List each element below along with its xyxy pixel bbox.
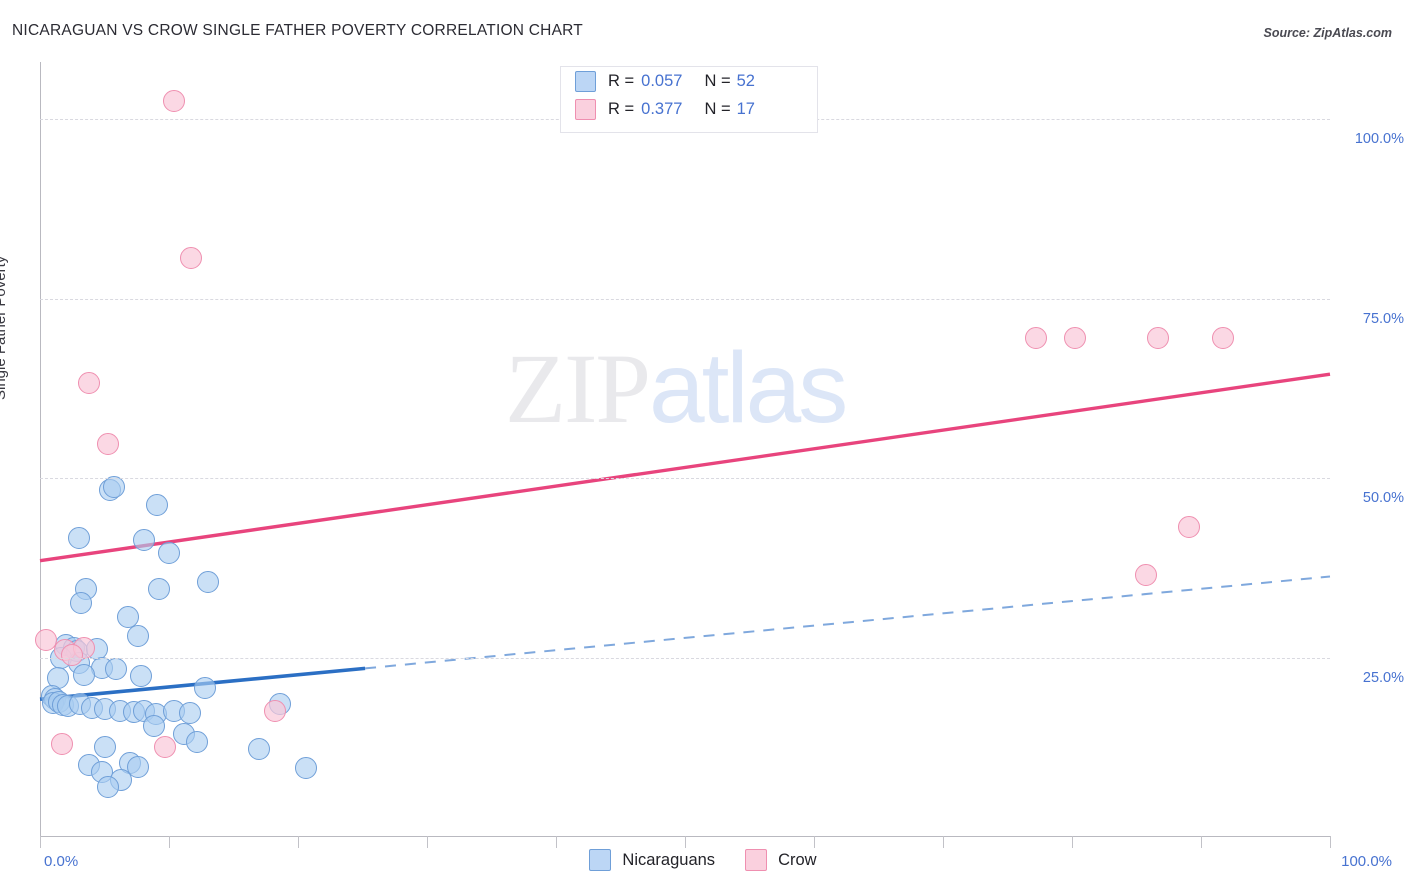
data-point-nicaraguans[interactable]	[248, 738, 271, 761]
plot-area: ZIPatlas	[35, 62, 1331, 837]
data-point-nicaraguans[interactable]	[127, 756, 150, 779]
series-swatch-crow-icon	[745, 849, 768, 871]
x-axis-tick	[556, 836, 557, 848]
data-point-crow[interactable]	[1024, 327, 1047, 350]
data-point-nicaraguans[interactable]	[178, 701, 201, 724]
data-point-crow[interactable]	[50, 732, 73, 755]
data-point-nicaraguans[interactable]	[67, 526, 90, 549]
data-point-crow[interactable]	[61, 644, 84, 667]
data-point-crow[interactable]	[1134, 564, 1157, 587]
data-point-crow[interactable]	[78, 371, 101, 394]
r-label-crow: R =	[608, 99, 635, 118]
y-axis-title: Single Father Poverty	[0, 255, 9, 400]
x-axis-max-label: 100.0%	[1341, 853, 1392, 870]
data-point-nicaraguans[interactable]	[142, 714, 165, 737]
series-label-crow: Crow	[778, 850, 817, 869]
data-point-crow[interactable]	[1178, 516, 1201, 538]
series-swatch-nicaraguans-icon	[589, 849, 612, 871]
data-point-nicaraguans[interactable]	[196, 570, 219, 593]
correlation-stats-legend: R = 0.057 N = 52 R = 0.377 N = 17	[560, 66, 818, 133]
x-axis-tick	[685, 836, 686, 848]
watermark-zip: ZIP	[505, 333, 651, 444]
data-point-crow[interactable]	[35, 628, 58, 651]
data-point-crow[interactable]	[154, 736, 177, 759]
data-point-nicaraguans[interactable]	[70, 592, 93, 615]
x-axis-min-label: 0.0%	[44, 853, 79, 870]
data-point-nicaraguans[interactable]	[133, 528, 156, 551]
gridline	[40, 478, 1330, 480]
x-axis-tick	[169, 836, 170, 848]
x-axis-tick	[298, 836, 299, 848]
data-point-nicaraguans[interactable]	[97, 775, 120, 798]
x-axis-tick	[943, 836, 944, 848]
n-value-nicaraguans: 52	[736, 71, 755, 90]
r-value-nicaraguans: 0.057	[641, 71, 683, 90]
data-point-nicaraguans[interactable]	[127, 625, 150, 648]
trendline-nicaraguans-dashed	[364, 575, 1331, 670]
legend-swatch-crow-icon	[575, 98, 596, 120]
data-point-crow[interactable]	[263, 699, 286, 722]
stats-row-nicaraguans: R = 0.057 N = 52	[561, 67, 817, 95]
zipatlas-watermark: ZIPatlas	[505, 338, 848, 439]
x-axis-tick	[1201, 836, 1202, 848]
y-axis-tick-label: 75.0%	[1362, 310, 1404, 327]
n-value-crow: 17	[736, 99, 755, 118]
data-point-crow[interactable]	[1063, 327, 1086, 350]
data-point-nicaraguans[interactable]	[72, 663, 95, 686]
data-point-nicaraguans[interactable]	[147, 577, 170, 600]
n-label-nicaraguans: N =	[704, 71, 731, 90]
data-point-nicaraguans[interactable]	[194, 677, 217, 700]
series-legend-item-crow[interactable]: Crow	[745, 849, 817, 871]
data-point-nicaraguans[interactable]	[158, 541, 180, 564]
r-label-nicaraguans: R =	[608, 71, 635, 90]
legend-swatch-nicaraguans-icon	[575, 70, 596, 92]
data-point-nicaraguans[interactable]	[146, 494, 169, 517]
data-point-nicaraguans[interactable]	[186, 730, 209, 753]
data-point-crow[interactable]	[1147, 327, 1170, 350]
data-point-nicaraguans[interactable]	[105, 658, 128, 681]
stats-row-crow: R = 0.377 N = 17	[561, 95, 817, 123]
x-axis-tick	[427, 836, 428, 848]
series-label-nicaraguans: Nicaraguans	[622, 850, 716, 869]
data-point-crow[interactable]	[163, 90, 186, 113]
data-point-nicaraguans[interactable]	[129, 665, 152, 688]
x-axis-tick	[1072, 836, 1073, 848]
trendline-crow	[39, 372, 1331, 563]
n-label-crow: N =	[704, 99, 731, 118]
y-axis-tick-label: 25.0%	[1362, 669, 1404, 686]
watermark-atlas: atlas	[649, 332, 848, 444]
data-point-nicaraguans[interactable]	[102, 475, 125, 498]
series-legend-item-nicaraguans[interactable]: Nicaraguans	[589, 849, 715, 871]
x-axis-tick	[1330, 836, 1331, 848]
series-legend: Nicaraguans Crow	[0, 849, 1406, 871]
x-axis-tick	[40, 836, 41, 848]
data-point-crow[interactable]	[1211, 327, 1234, 350]
data-point-nicaraguans[interactable]	[294, 757, 317, 780]
gridline	[40, 298, 1330, 300]
source-attribution: Source: ZipAtlas.com	[1263, 26, 1393, 40]
x-axis-tick	[814, 836, 815, 848]
r-value-crow: 0.377	[641, 99, 683, 118]
gridline	[40, 657, 1330, 659]
trendlines	[39, 372, 1331, 702]
data-point-crow[interactable]	[179, 246, 202, 269]
data-point-crow[interactable]	[97, 432, 120, 455]
page-title: NICARAGUAN VS CROW SINGLE FATHER POVERTY…	[12, 22, 584, 39]
y-axis-tick-label: 50.0%	[1362, 490, 1404, 507]
data-point-nicaraguans[interactable]	[116, 605, 139, 628]
data-point-nicaraguans[interactable]	[93, 735, 116, 758]
y-axis-tick-label: 100.0%	[1354, 131, 1404, 148]
